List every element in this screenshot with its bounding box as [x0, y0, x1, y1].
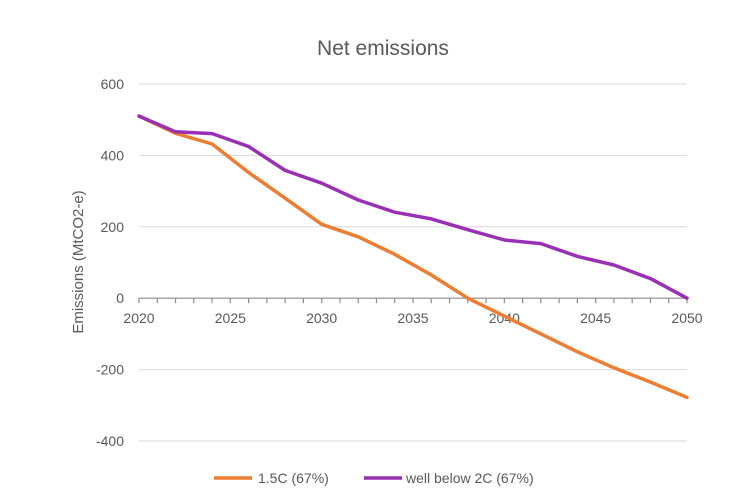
x-tick-label: 2025	[215, 310, 246, 326]
series-lines	[137, 114, 689, 400]
y-tick-label: -400	[96, 433, 124, 449]
y-tick-label: 200	[101, 219, 125, 235]
x-tick-label: 2050	[671, 310, 702, 326]
y-axis-ticks: -400 -200 0 200 400 600	[96, 76, 124, 449]
series-line-1	[137, 114, 689, 400]
y-tick-label: 0	[116, 290, 124, 306]
x-tick-label: 2020	[123, 310, 154, 326]
x-tick-label: 2035	[397, 310, 428, 326]
legend: 1.5C (67%) well below 2C (67%)	[214, 470, 534, 486]
y-tick-label: 400	[101, 147, 125, 163]
x-tick-label: 2045	[580, 310, 611, 326]
series-line-2	[137, 114, 689, 300]
legend-label-1: 1.5C (67%)	[258, 470, 329, 486]
gridlines	[139, 83, 687, 442]
chart-title: Net emissions	[317, 37, 449, 60]
x-axis-ticks: 2020 2025 2030 2035 2040 2045 2050	[123, 310, 702, 326]
legend-label-2: well below 2C (67%)	[405, 470, 534, 486]
y-tick-label: 600	[101, 76, 125, 92]
y-axis-label: Emissions (MtCO2-e)	[70, 190, 87, 333]
y-tick-label: -200	[96, 362, 124, 378]
x-axis	[138, 297, 688, 304]
x-tick-label: 2030	[306, 310, 337, 326]
